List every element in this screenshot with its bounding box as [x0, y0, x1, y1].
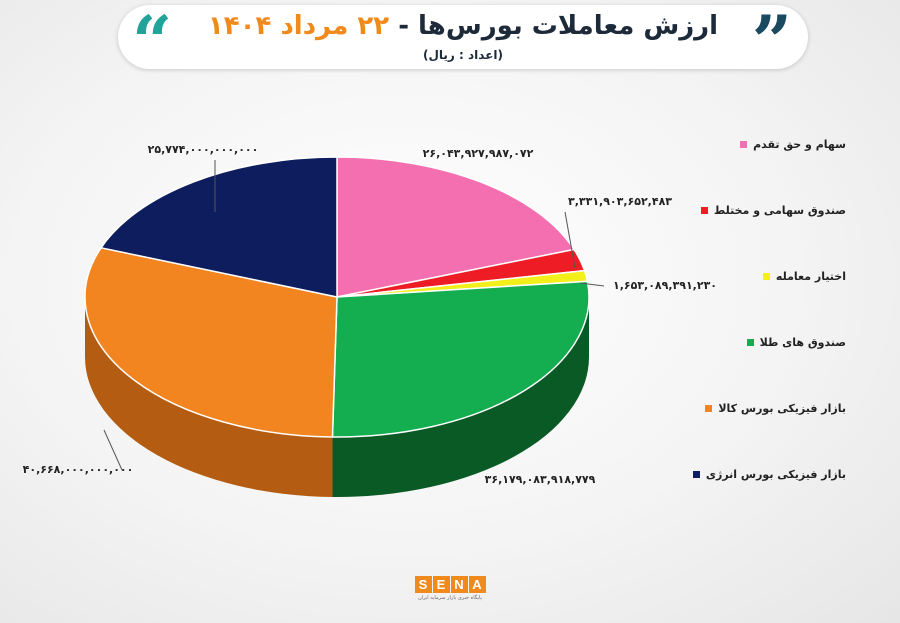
legend-swatch: [762, 273, 770, 280]
leader-lines: [103, 160, 605, 471]
legend-swatch: [740, 141, 748, 148]
leader-line-4: [103, 429, 123, 471]
value-label-1: ۳,۳۳۱,۹۰۳,۶۵۲,۴۸۳: [568, 195, 672, 208]
logo-letter: A: [468, 576, 486, 593]
slice-0: [336, 156, 575, 298]
legend-item: سهام و حق تقدم: [740, 138, 846, 151]
legend-swatch: [692, 471, 700, 478]
legend-label: بازار فیزیکی بورس کالا: [718, 402, 846, 415]
title-date: ۲۲ مرداد ۱۴۰۴: [207, 11, 390, 41]
legend-swatch: [705, 405, 713, 412]
legend-label: اختیار معامله: [775, 270, 846, 283]
title-banner: “ ارزش معاملات بورس‌ها - ۲۲ مرداد ۱۴۰۴ (…: [118, 5, 808, 77]
pie-slices: [84, 156, 590, 438]
value-label-3: ۳۶,۱۷۹,۰۸۳,۹۱۸,۷۷۹: [485, 473, 596, 486]
logo-caption: پایگاه خبری بازار سرمایه ایران: [418, 595, 482, 601]
legend-item: اختیار معامله: [762, 270, 846, 283]
legend-swatch: [700, 207, 708, 214]
legend-item: صندوق های طلا: [746, 336, 846, 349]
quote-left-icon: “: [132, 0, 173, 83]
legend-item: بازار فیزیکی بورس کالا: [705, 402, 846, 415]
quote-right-icon: ”: [751, 0, 792, 83]
slice-3: [331, 280, 590, 438]
legend-label: صندوق سهامی و مختلط: [713, 204, 846, 217]
slice-4: [84, 247, 338, 438]
legend-label: صندوق های طلا: [759, 336, 846, 349]
slice-5: [100, 156, 338, 298]
value-label-5: ۲۵,۷۷۴,۰۰۰,۰۰۰,۰۰۰: [148, 143, 259, 156]
page-subtitle: (اعداد : ریال): [423, 48, 503, 62]
leader-line-2: [579, 282, 605, 287]
legend-label: بازار فیزیکی بورس انرژی: [705, 468, 846, 481]
legend-label: سهام و حق تقدم: [753, 138, 846, 151]
value-label-4: ۴۰,۶۶۸,۰۰۰,۰۰۰,۰۰۰: [23, 463, 134, 476]
pie-sides: [85, 297, 590, 497]
page-title: ارزش معاملات بورس‌ها - ۲۲ مرداد ۱۴۰۴: [118, 11, 808, 41]
legend-item: بازار فیزیکی بورس انرژی: [692, 468, 846, 481]
value-label-2: ۱,۶۵۳,۰۸۹,۳۹۱,۲۳۰: [613, 279, 717, 292]
legend-swatch: [746, 339, 754, 346]
slice-side-4: [85, 297, 333, 497]
leader-line-1: [564, 211, 576, 269]
value-labels: ۲۶,۰۴۳,۹۲۷,۹۸۷,۰۷۲ ۳,۳۳۱,۹۰۳,۶۵۲,۴۸۳ ۱,۶۵۳…: [23, 143, 717, 486]
logo-letter: N: [450, 576, 468, 593]
logo-letter: E: [432, 576, 450, 593]
logo-letter: S: [414, 576, 432, 593]
value-label-0: ۲۶,۰۴۳,۹۲۷,۹۸۷,۰۷۲: [423, 147, 534, 160]
slice-side-3: [332, 297, 590, 497]
legend-item: صندوق سهامی و مختلط: [700, 204, 846, 217]
title-main: ارزش معاملات بورس‌ها -: [389, 11, 719, 41]
